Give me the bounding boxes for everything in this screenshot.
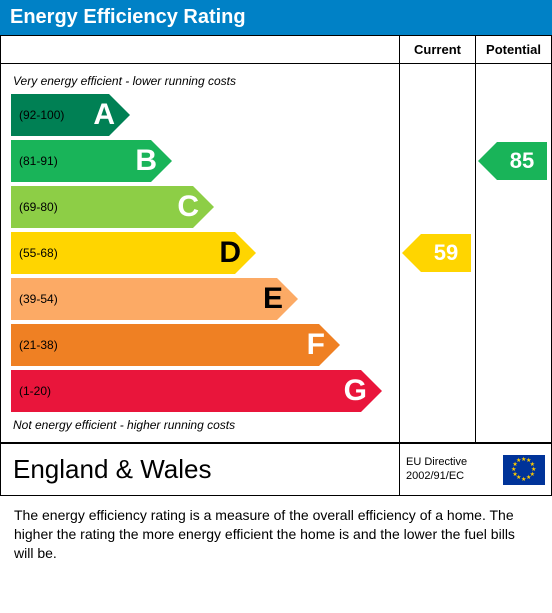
band-c: (69-80) C bbox=[11, 186, 399, 228]
band-letter-f: F bbox=[307, 328, 325, 362]
band-letter-a: A bbox=[93, 98, 115, 132]
band-g: (1-20) G bbox=[11, 370, 399, 412]
band-d: (55-68) D bbox=[11, 232, 399, 274]
title-bar: Energy Efficiency Rating bbox=[0, 0, 552, 35]
eu-star-icon: ★ bbox=[521, 476, 526, 483]
band-a: (92-100) A bbox=[11, 94, 399, 136]
potential-pointer: 85 bbox=[497, 142, 547, 180]
band-range-c: (69-80) bbox=[11, 200, 58, 214]
footer: England & Wales EU Directive 2002/91/EC … bbox=[0, 443, 552, 496]
chart-title: Energy Efficiency Rating bbox=[10, 6, 246, 28]
directive-area: EU Directive 2002/91/EC ★★★★★★★★★★★★ bbox=[399, 443, 551, 495]
epc-chart: Energy Efficiency Rating Current Potenti… bbox=[0, 0, 552, 577]
eu-flag-icon: ★★★★★★★★★★★★ bbox=[503, 455, 545, 485]
directive-text: EU Directive 2002/91/EC bbox=[406, 456, 467, 482]
band-letter-d: D bbox=[219, 236, 241, 270]
band-f: (21-38) F bbox=[11, 324, 399, 366]
band-e: (39-54) E bbox=[11, 278, 399, 320]
band-range-e: (39-54) bbox=[11, 292, 58, 306]
chart-grid: Current Potential Very energy efficient … bbox=[0, 35, 552, 443]
potential-column: 85 bbox=[475, 63, 551, 442]
band-range-a: (92-100) bbox=[11, 108, 64, 122]
band-range-b: (81-91) bbox=[11, 154, 58, 168]
band-range-g: (1-20) bbox=[11, 384, 51, 398]
eu-star-icon: ★ bbox=[516, 457, 521, 464]
header-current: Current bbox=[399, 35, 475, 63]
band-b: (81-91) B bbox=[11, 140, 399, 182]
caption-efficient: Very energy efficient - lower running co… bbox=[11, 72, 399, 94]
directive-line2: 2002/91/EC bbox=[406, 470, 467, 483]
description-text: The energy efficiency rating is a measur… bbox=[0, 496, 552, 577]
caption-inefficient: Not energy efficient - higher running co… bbox=[11, 412, 399, 434]
band-letter-c: C bbox=[177, 190, 199, 224]
band-letter-b: B bbox=[135, 144, 157, 178]
band-letter-g: G bbox=[344, 374, 367, 408]
region-label: England & Wales bbox=[1, 443, 399, 495]
directive-line1: EU Directive bbox=[406, 456, 467, 469]
eu-star-icon: ★ bbox=[526, 474, 531, 481]
current-pointer: 59 bbox=[421, 234, 471, 272]
band-range-f: (21-38) bbox=[11, 338, 58, 352]
current-column: 59 bbox=[399, 63, 475, 442]
header-potential: Potential bbox=[475, 35, 551, 63]
band-range-d: (55-68) bbox=[11, 246, 58, 260]
bands-area: Very energy efficient - lower running co… bbox=[1, 63, 399, 442]
header-blank bbox=[1, 35, 399, 63]
band-letter-e: E bbox=[263, 282, 283, 316]
